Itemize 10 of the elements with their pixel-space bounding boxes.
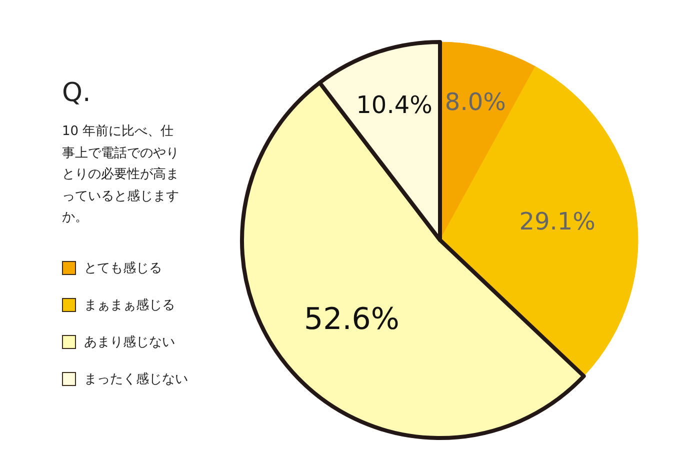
legend-label: あまり感じない <box>84 334 175 351</box>
data-label: 52.6% <box>304 302 400 337</box>
data-label: 29.1% <box>519 208 596 236</box>
data-label: 8.0% <box>444 88 506 116</box>
text: Q. <box>62 78 91 108</box>
text: 10 年前に比べ、仕事上で電話でのやりとりの必要性が高まっていると感じますか。 <box>62 123 180 227</box>
legend-label: まったく感じない <box>84 371 188 388</box>
legend-label: まぁまぁ感じる <box>84 297 175 314</box>
legend-label: とても感じる <box>84 260 162 277</box>
data-label: 10.4% <box>356 90 432 119</box>
